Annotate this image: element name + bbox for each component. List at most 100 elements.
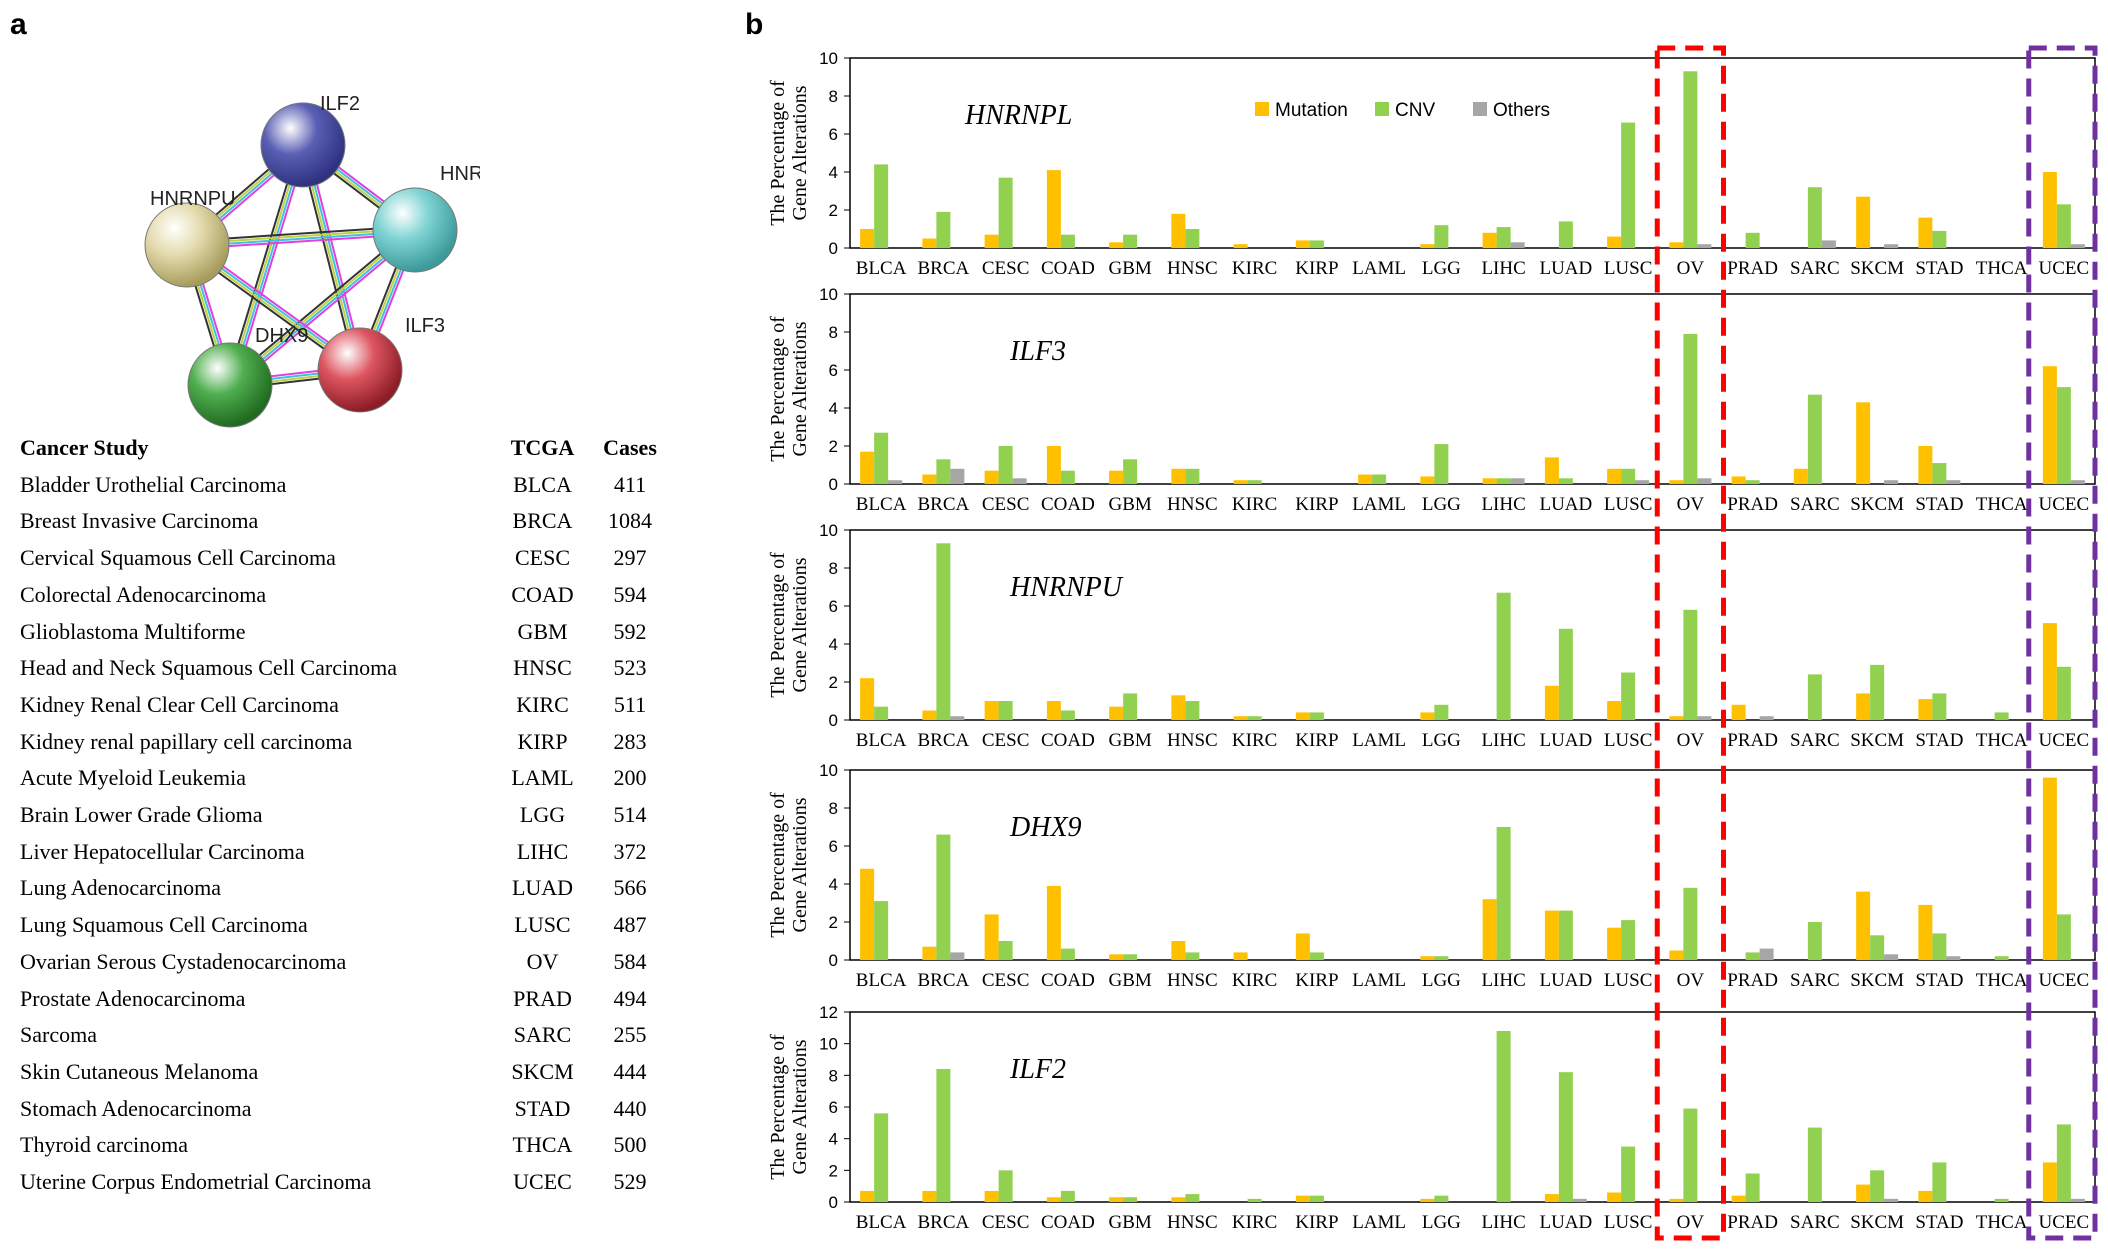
bar-cnv-blca	[874, 1113, 889, 1202]
bar-mutation-gbm	[1109, 954, 1124, 960]
bar-cnv-prad	[1745, 952, 1760, 960]
bar-cnv-gbm	[1123, 693, 1138, 720]
legend-swatch-cnv	[1375, 102, 1389, 116]
network-node-label: ILF3	[405, 315, 445, 337]
y-tick-label: 4	[829, 1130, 838, 1149]
y-tick-label: 10	[819, 285, 838, 304]
y-tick-label: 8	[829, 323, 838, 342]
tcga-code-cell: LUAD	[511, 875, 574, 901]
chart-panel-ilf2: 0 2 4 6 8 10 12 The Percentage ofGene Alteratio…	[767, 1003, 2096, 1233]
table-row: Ovarian Serous Cystadenocarcinoma OV 584	[20, 944, 665, 981]
bar-mutation-ucec	[2042, 777, 2057, 960]
bar-cnv-luad	[1558, 221, 1573, 248]
bar-cnv-ov	[1683, 887, 1698, 960]
bar-cnv-kirp	[1309, 1195, 1324, 1202]
table-row: Bladder Urothelial Carcinoma BLCA 411	[20, 467, 665, 504]
bar-mutation-hnsc	[1171, 1197, 1186, 1202]
bar-mutation-kirp	[1295, 933, 1310, 960]
bar-mutation-lihc	[1482, 478, 1497, 484]
y-axis-title: The Percentage ofGene Alterations	[767, 1034, 811, 1180]
table-row: Breast Invasive Carcinoma BRCA 1084	[20, 503, 665, 540]
legend-swatch-others	[1473, 102, 1487, 116]
y-tick-label: 0	[829, 239, 838, 258]
bar-mutation-ucec	[2042, 1162, 2057, 1202]
x-tick-label: KIRP	[1295, 258, 1338, 279]
x-tick-label: COAD	[1041, 1212, 1095, 1233]
bar-cnv-lihc	[1496, 1031, 1511, 1202]
bar-mutation-skcm	[1856, 693, 1871, 720]
x-tick-label: THCA	[1976, 494, 2028, 515]
bar-cnv-ucec	[2056, 914, 2071, 960]
y-tick-label: 4	[829, 875, 838, 894]
x-tick-label: LIHC	[1481, 730, 1525, 751]
x-tick-label: HNSC	[1167, 730, 1218, 751]
cancer-study-cell: Stomach Adenocarcinoma	[20, 1095, 252, 1121]
bar-mutation-cesc	[984, 914, 999, 960]
x-tick-label: UCEC	[2039, 258, 2090, 279]
bar-mutation-skcm	[1856, 1184, 1871, 1202]
x-tick-label: LUAD	[1539, 970, 1592, 991]
y-tick-label: 12	[819, 1003, 838, 1022]
bar-mutation-cesc	[984, 701, 999, 720]
y-tick-label: 6	[829, 125, 838, 144]
table-header-row: Cancer Study TCGA Cases	[20, 430, 665, 467]
x-tick-label: COAD	[1041, 494, 1095, 515]
x-tick-label: LGG	[1422, 494, 1461, 515]
cases-cell: 523	[613, 655, 647, 681]
network-node-label: HNRNPU	[150, 188, 236, 210]
bar-cnv-hnsc	[1185, 952, 1200, 960]
bar-cnv-skcm	[1870, 935, 1885, 960]
y-tick-label: 8	[829, 87, 838, 106]
x-tick-label: KIRP	[1295, 730, 1338, 751]
bar-cnv-cesc	[998, 1170, 1013, 1202]
x-tick-label: SKCM	[1850, 1212, 1904, 1233]
tcga-code-cell: GBM	[517, 618, 568, 644]
header-tcga: TCGA	[510, 435, 575, 460]
x-tick-label: STAD	[1915, 1212, 1963, 1233]
bar-others-skcm	[1884, 244, 1899, 248]
bar-mutation-hnsc	[1171, 941, 1186, 960]
cases-cell: 440	[613, 1095, 647, 1121]
y-tick-label: 6	[829, 597, 838, 616]
network-node-ilf3	[317, 327, 403, 413]
y-tick-label: 2	[829, 673, 838, 692]
y-tick-label: 6	[829, 837, 838, 856]
x-tick-label: KIRP	[1295, 1212, 1338, 1233]
bar-mutation-brca	[922, 946, 937, 960]
bar-others-prad	[1759, 948, 1774, 960]
cases-cell: 487	[613, 912, 647, 938]
tcga-code-cell: BLCA	[513, 471, 572, 497]
x-tick-label: GBM	[1108, 1212, 1151, 1233]
bar-cnv-kirp	[1309, 240, 1324, 248]
bar-mutation-kirp	[1295, 712, 1310, 720]
table-row: Uterine Corpus Endometrial Carcinoma UCEC…	[20, 1164, 665, 1201]
bar-cnv-lgg	[1434, 956, 1449, 960]
chart-panel-ilf3: 0 2 4 6 8 10 The Percentage ofGene Alterations…	[767, 285, 2096, 515]
x-tick-label: SKCM	[1850, 494, 1904, 515]
bar-mutation-laml	[1358, 474, 1373, 484]
cases-cell: 494	[613, 985, 647, 1011]
x-tick-label: LAML	[1352, 258, 1406, 279]
network-node-dhx9	[187, 342, 273, 428]
y-tick-label: 2	[829, 437, 838, 456]
y-axis-title: The Percentage ofGene Alterations	[767, 552, 811, 698]
bar-mutation-ucec	[2042, 172, 2057, 248]
y-tick-label: 0	[829, 1193, 838, 1212]
y-tick-label: 4	[829, 399, 838, 418]
bar-others-blca	[888, 480, 903, 484]
bar-mutation-hnsc	[1171, 213, 1186, 248]
x-tick-label: LIHC	[1481, 1212, 1525, 1233]
gene-label: ILF3	[1009, 336, 1066, 367]
cases-cell: 200	[613, 765, 647, 791]
x-tick-label: LAML	[1352, 494, 1406, 515]
x-tick-label: LGG	[1422, 970, 1461, 991]
cancer-study-cell: Bladder Urothelial Carcinoma	[20, 471, 287, 497]
table-row: Stomach Adenocarcinoma STAD 440	[20, 1091, 665, 1128]
x-tick-label: OV	[1677, 258, 1705, 279]
cases-cell: 584	[613, 948, 647, 974]
bar-mutation-cesc	[984, 470, 999, 484]
y-tick-label: 6	[829, 361, 838, 380]
table-row: Kidney Renal Clear Cell Carcinoma KIRC 511	[20, 687, 665, 724]
table-row: Lung Adenocarcinoma LUAD 566	[20, 870, 665, 907]
cancer-study-cell: Prostate Adenocarcinoma	[20, 985, 246, 1011]
